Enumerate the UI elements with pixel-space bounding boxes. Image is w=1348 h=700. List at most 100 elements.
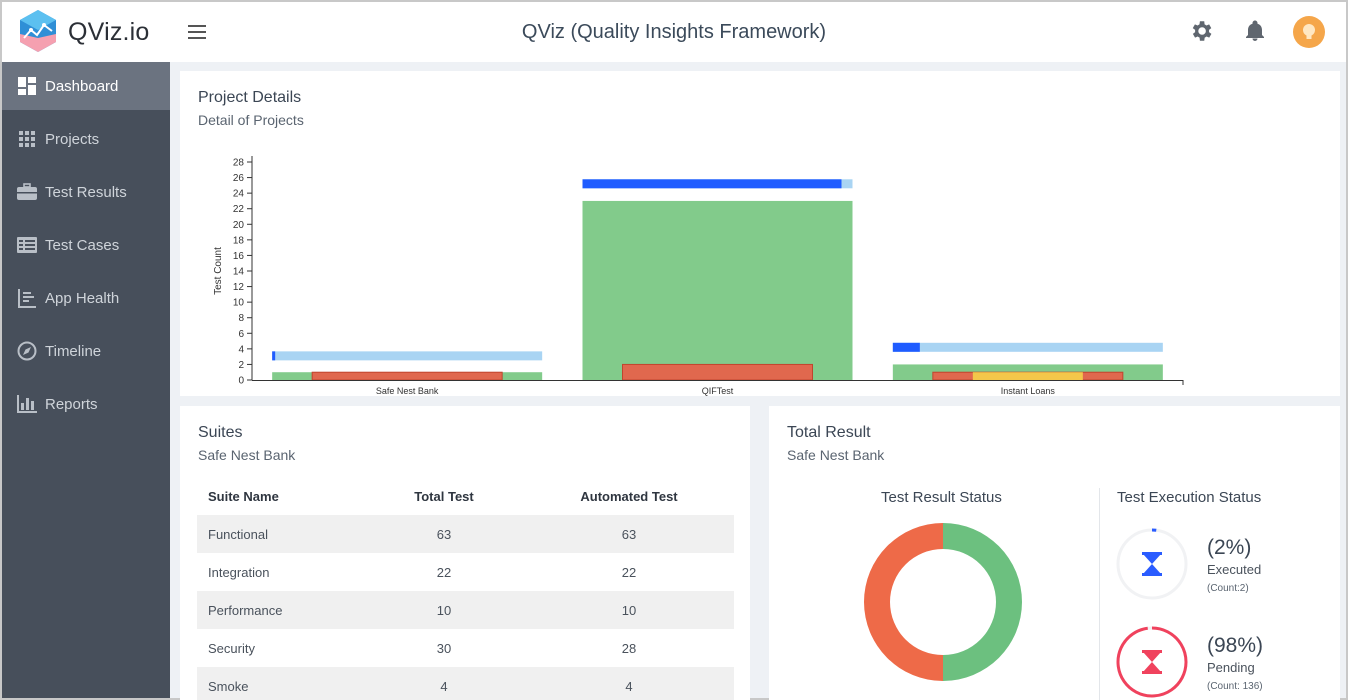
- sidebar-item-test-results[interactable]: Test Results: [2, 168, 170, 216]
- table-row[interactable]: Smoke 4 4: [197, 667, 734, 700]
- section-divider: [1099, 488, 1100, 700]
- y-tick-label: 4: [238, 344, 244, 355]
- y-tick-label: 2: [238, 360, 244, 371]
- chart-bar: [272, 351, 543, 361]
- column-header-automated-test[interactable]: Automated Test: [580, 488, 678, 504]
- chart-bar: [272, 351, 276, 361]
- chart-bar: [622, 363, 813, 381]
- y-tick-label: 26: [233, 173, 245, 184]
- y-axis-label: Test Count: [213, 247, 224, 295]
- automated-test-cell: 63: [524, 515, 734, 553]
- y-tick-label: 10: [233, 298, 245, 309]
- brand-name: QViz.io: [68, 18, 150, 46]
- total-result-subtitle: Safe Nest Bank: [787, 447, 885, 463]
- y-tick-label: 8: [238, 313, 244, 324]
- table-header-row: Suite Name Total Test Automated Test: [197, 477, 734, 515]
- hourglass-icon: [1142, 552, 1162, 576]
- sidebar-item-label: App Health: [45, 289, 120, 307]
- top-bar: QViz.io QViz (Quality Insights Framework…: [2, 2, 1346, 62]
- automated-test-cell: 4: [524, 667, 734, 700]
- chart-bar: [582, 179, 842, 189]
- y-tick-label: 20: [233, 220, 245, 231]
- y-tick-label: 18: [233, 235, 245, 246]
- sidebar-item-app-health[interactable]: App Health: [2, 274, 170, 322]
- chart-bar: [972, 372, 1083, 380]
- total-result-title: Total Result: [787, 424, 871, 441]
- column-header-total-test[interactable]: Total Test: [414, 488, 474, 504]
- user-avatar[interactable]: [1293, 16, 1325, 48]
- automated-test-cell: 10: [524, 591, 734, 629]
- hamburger-menu-icon[interactable]: [186, 21, 208, 43]
- sidebar-item-label: Timeline: [45, 342, 102, 360]
- lightbulb-icon: [1303, 24, 1315, 39]
- pending-count: (Count: 136): [1207, 681, 1263, 692]
- suites-subtitle: Safe Nest Bank: [198, 447, 296, 463]
- sidebar-item-label: Test Cases: [45, 236, 120, 254]
- suite-name-cell: Security: [208, 640, 255, 656]
- total-test-cell: 10: [364, 591, 524, 629]
- bar-chart-icon: [16, 393, 38, 415]
- suites-title: Suites: [198, 424, 243, 441]
- y-tick-label: 24: [233, 189, 245, 200]
- suites-card: Suites Safe Nest Bank Suite Name Total T…: [180, 406, 750, 700]
- y-tick-label: 28: [233, 158, 245, 169]
- compass-icon: [16, 340, 38, 362]
- chart-bar: [892, 342, 1163, 352]
- chart-bar: [582, 200, 853, 380]
- x-tick-label: QIFTest: [702, 386, 734, 396]
- y-tick-label: 6: [238, 329, 244, 340]
- project-details-subtitle: Detail of Projects: [198, 112, 304, 128]
- notification-bell-icon[interactable]: [1243, 19, 1267, 43]
- column-header-suite-name[interactable]: Suite Name: [208, 488, 279, 504]
- executed-progress-ring: [1116, 528, 1188, 600]
- y-tick-label: 0: [238, 376, 244, 387]
- total-test-cell: 63: [364, 515, 524, 553]
- test-execution-status-title: Test Execution Status: [1117, 489, 1262, 506]
- automated-test-cell: 22: [621, 564, 637, 580]
- total-test-cell: 4: [364, 667, 524, 700]
- suites-table: Suite Name Total Test Automated Test Fun…: [197, 477, 734, 700]
- executed-count: (Count:2): [1207, 583, 1249, 594]
- test-result-status-title: Test Result Status: [881, 489, 1002, 506]
- health-chart-icon: [16, 287, 38, 309]
- y-tick-label: 16: [233, 251, 245, 262]
- pending-label: Pending: [1207, 660, 1255, 675]
- sidebar-item-label: Projects: [45, 130, 100, 148]
- list-icon: [16, 234, 38, 256]
- dashboard-icon: [16, 75, 38, 97]
- sidebar-item-label: Dashboard: [45, 77, 119, 95]
- sidebar-item-reports[interactable]: Reports: [2, 380, 170, 428]
- sidebar-item-label: Reports: [45, 395, 98, 413]
- sidebar-item-test-cases[interactable]: Test Cases: [2, 221, 170, 269]
- table-row[interactable]: Performance 10 10: [197, 591, 734, 629]
- grid-icon: [16, 128, 38, 150]
- chart-bar: [892, 342, 920, 352]
- sidebar-item-timeline[interactable]: Timeline: [2, 327, 170, 375]
- total-test-cell: 30: [436, 640, 452, 656]
- test-result-donut-chart: [863, 523, 1022, 681]
- sidebar-item-dashboard[interactable]: Dashboard: [2, 62, 170, 110]
- donut-fail-segment: [863, 523, 943, 681]
- table-row[interactable]: Integration 22 22: [197, 553, 734, 591]
- suite-name-cell: Smoke: [197, 667, 364, 700]
- x-tick-label: Safe Nest Bank: [376, 386, 439, 396]
- suite-name-cell: Integration: [208, 564, 270, 580]
- pending-percent: (98%): [1207, 634, 1264, 657]
- qviz-logo-icon: [20, 10, 56, 52]
- y-tick-label: 22: [233, 204, 245, 215]
- table-row[interactable]: Functional 63 63: [197, 515, 734, 553]
- sidebar-item-projects[interactable]: Projects: [2, 115, 170, 163]
- y-tick-label: 12: [233, 282, 245, 293]
- sidebar-item-label: Test Results: [45, 183, 127, 201]
- app-title: QViz (Quality Insights Framework): [521, 21, 827, 43]
- suite-name-cell: Functional: [197, 515, 364, 553]
- y-tick-label: 14: [233, 267, 245, 278]
- table-row[interactable]: Security 30 28: [197, 629, 734, 667]
- suite-name-cell: Performance: [197, 591, 364, 629]
- executed-percent: (2%): [1207, 536, 1252, 559]
- executed-label: Executed: [1207, 562, 1262, 577]
- sidebar: Dashboard Projects Test Results Test Cas…: [2, 62, 170, 698]
- settings-gear-icon[interactable]: [1188, 18, 1214, 44]
